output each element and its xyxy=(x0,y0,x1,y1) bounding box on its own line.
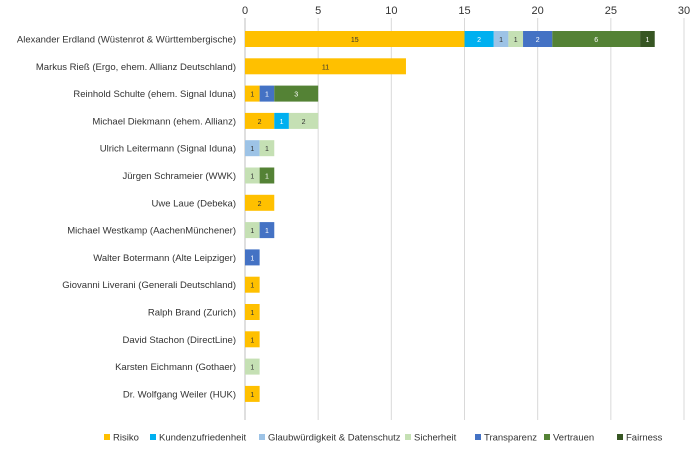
legend-swatch xyxy=(104,434,110,440)
x-tick-label: 25 xyxy=(605,5,617,17)
category-label: Dr. Wolfgang Weiler (HUK) xyxy=(123,389,236,400)
data-label: 1 xyxy=(250,365,254,372)
bar-segment-risiko xyxy=(245,31,465,47)
legend-swatch xyxy=(544,434,550,440)
data-label: 1 xyxy=(250,283,254,290)
data-label: 1 xyxy=(250,146,254,153)
data-label: 1 xyxy=(280,119,284,126)
data-label: 1 xyxy=(265,228,269,235)
category-label: Karsten Eichmann (Gothaer) xyxy=(115,362,236,373)
data-label: 1 xyxy=(250,174,254,181)
legend: Risiko Kundenzufriedenheit Glaubwürdigkeit… xyxy=(104,433,663,444)
y-axis-labels: Alexander Erdland (Wüstenrot & Württembe… xyxy=(17,35,236,401)
category-label: Ralph Brand (Zurich) xyxy=(148,308,236,319)
category-label: Jürgen Schrameier (WWK) xyxy=(123,171,237,182)
data-label: 1 xyxy=(250,310,254,317)
bar-segment-sicherheit xyxy=(245,358,260,375)
bar-segment-risiko xyxy=(245,112,275,129)
bar-segment-kundenzufriedenheit xyxy=(274,112,289,129)
x-tick-label: 0 xyxy=(242,5,248,17)
data-label: 1 xyxy=(250,92,254,99)
data-label: 1 xyxy=(499,37,503,44)
data-label: 1 xyxy=(265,174,269,181)
category-label: Uwe Laue (Debeka) xyxy=(152,198,237,209)
legend-label: Fairness xyxy=(626,433,663,444)
legend-swatch xyxy=(405,434,411,440)
legend-label: Glaubwürdigkeit & Datenschutz xyxy=(268,433,401,444)
data-label: 1 xyxy=(514,37,518,44)
x-axis-ticks: 0 5 10 15 20 25 30 xyxy=(242,5,690,17)
bar-segment-glaubw-rdigkeit-datenschutz xyxy=(493,31,509,47)
data-label: 2 xyxy=(258,119,262,126)
x-tick-label: 15 xyxy=(458,5,470,17)
legend-label: Risiko xyxy=(113,433,139,444)
bar-segment-risiko xyxy=(245,276,260,293)
legend-swatch xyxy=(259,434,265,440)
bar-segment-risiko xyxy=(245,58,406,75)
bar-segment-fairness xyxy=(640,31,655,47)
bar-segment-sicherheit xyxy=(259,140,275,157)
data-label: 1 xyxy=(645,37,649,44)
bar-segment-vertrauen xyxy=(259,167,275,184)
bar-segment-risiko xyxy=(245,304,260,320)
bar-segment-kundenzufriedenheit xyxy=(464,31,494,47)
data-label: 1 xyxy=(250,255,254,262)
category-label: Markus Rieß (Ergo, ehem. Allianz Deutsch… xyxy=(36,62,236,73)
data-label: 3 xyxy=(294,92,298,99)
data-label: 1 xyxy=(265,92,269,99)
legend-swatch xyxy=(150,434,156,440)
data-label: 6 xyxy=(594,37,598,44)
legend-label: Transparenz xyxy=(484,433,537,444)
grid-lines xyxy=(244,18,685,420)
legend-swatch xyxy=(617,434,623,440)
legend-label: Vertrauen xyxy=(553,433,594,444)
x-tick-label: 5 xyxy=(315,5,321,17)
category-label: Ulrich Leitermann (Signal Iduna) xyxy=(100,144,236,155)
category-label: Walter Botermann (Alte Leipziger) xyxy=(93,253,236,264)
data-label: 15 xyxy=(351,37,359,44)
category-label: David Stachon (DirectLine) xyxy=(122,335,236,346)
data-label: 2 xyxy=(302,119,306,126)
legend-swatch xyxy=(475,434,481,440)
bar-segment-sicherheit xyxy=(245,167,260,184)
category-label: Reinhold Schulte (ehem. Signal Iduna) xyxy=(73,89,236,100)
bar-segment-risiko xyxy=(245,85,260,102)
category-label: Giovanni Liverani (Generali Deutschland) xyxy=(62,280,236,291)
bar-segment-transparenz xyxy=(259,85,275,102)
category-label: Michael Diekmann (ehem. Allianz) xyxy=(92,116,236,127)
data-label: 2 xyxy=(536,37,540,44)
data-label: 1 xyxy=(250,392,254,399)
bar-segment-vertrauen xyxy=(552,31,641,47)
bar-segment-sicherheit xyxy=(245,222,260,239)
legend-label: Sicherheit xyxy=(414,433,457,444)
bar-segment-risiko xyxy=(245,331,260,348)
category-label: Michael Westkamp (AachenMünchener) xyxy=(67,226,236,237)
bar-segment-risiko xyxy=(245,194,275,211)
data-label: 1 xyxy=(250,337,254,344)
x-tick-label: 20 xyxy=(532,5,544,17)
data-label: 1 xyxy=(250,228,254,235)
x-tick-label: 30 xyxy=(678,5,690,17)
bar-segment-transparenz xyxy=(259,222,275,239)
bar-segment-sicherheit xyxy=(508,31,524,47)
data-label: 11 xyxy=(322,64,329,71)
bar-segment-glaubw-rdigkeit-datenschutz xyxy=(245,140,260,157)
x-tick-label: 10 xyxy=(385,5,397,17)
bar-segment-risiko xyxy=(245,385,260,402)
legend-label: Kundenzufriedenheit xyxy=(159,433,247,444)
bar-segment-sicherheit xyxy=(288,112,319,129)
category-label: Alexander Erdland (Wüstenrot & Württembe… xyxy=(17,35,236,46)
bar-segment-transparenz xyxy=(245,249,260,266)
bar-segment-vertrauen xyxy=(274,85,319,102)
data-label: 2 xyxy=(258,201,262,208)
data-label: 1 xyxy=(265,146,269,153)
bar-segment-transparenz xyxy=(523,31,553,47)
data-label: 2 xyxy=(477,37,481,44)
